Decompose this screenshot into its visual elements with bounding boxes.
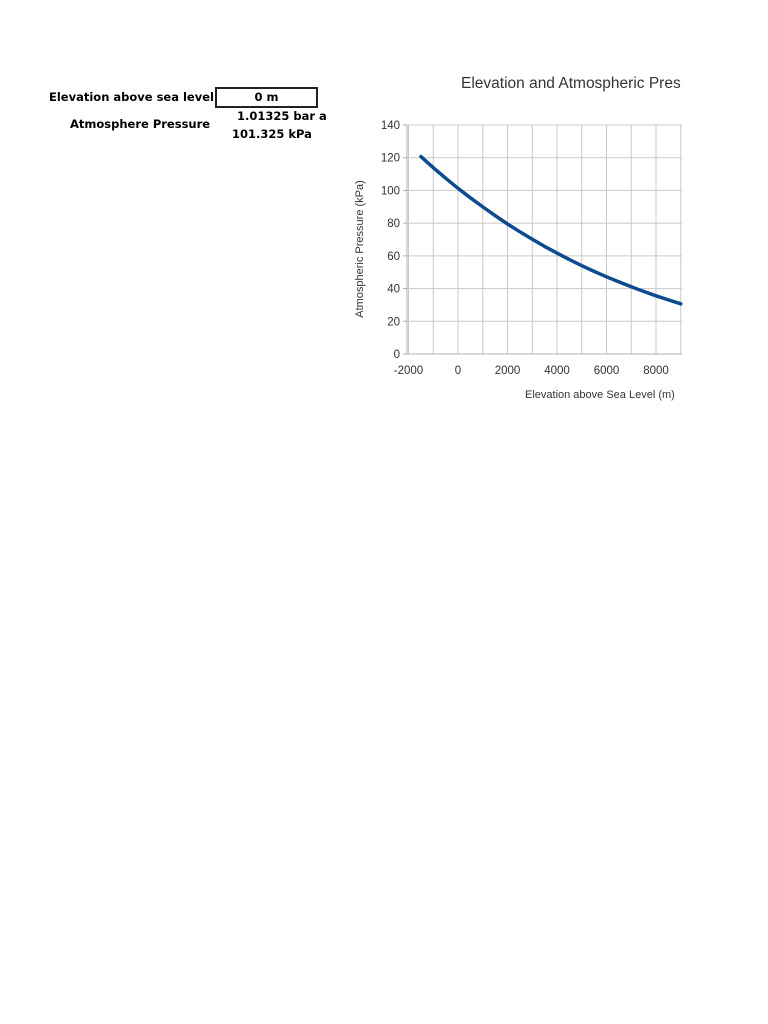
pressure-label: Atmosphere Pressure (70, 117, 211, 131)
y-tick-label: 60 (387, 251, 400, 263)
chart-series (419, 154, 683, 306)
y-axis-title: Atmospheric Pressure (kPa) (354, 180, 366, 318)
pressure-bar-value: 1.01325 bar a (237, 109, 327, 123)
elevation-label: Elevation above sea level (49, 90, 214, 104)
y-tick-label: 120 (381, 153, 400, 165)
y-tick-label: 20 (387, 316, 400, 328)
y-tick-label: 100 (381, 185, 400, 197)
chart-grid (406, 124, 682, 355)
pressure-chart: Elevation and Atmospheric Pres 0 20 40 60 80… (340, 60, 685, 410)
x-tick-label: 4000 (544, 365, 570, 377)
y-tick-label: 0 (394, 349, 400, 361)
x-axis-title: Elevation above Sea Level (m) (525, 389, 675, 401)
chart-svg: Elevation and Atmospheric Pres 0 20 40 60 80… (354, 75, 683, 401)
chart-ticks: 0 20 40 60 80 100 120 140 -2000 0 2000 4000 6000 8000 (381, 120, 669, 377)
x-tick-label: 8000 (643, 365, 669, 377)
elevation-input[interactable]: 0 m (215, 87, 318, 108)
x-tick-label: 2000 (495, 365, 521, 377)
series-line (419, 154, 683, 306)
y-tick-label: 40 (387, 284, 400, 296)
pressure-kpa-value: 101.325 kPa (232, 127, 312, 141)
y-tick-label: 80 (387, 218, 400, 230)
x-tick-label: 0 (455, 365, 461, 377)
chart-title: Elevation and Atmospheric Pres (461, 75, 681, 92)
x-tick-label: 6000 (594, 365, 620, 377)
x-tick-label: -2000 (394, 365, 423, 377)
y-tick-label: 140 (381, 120, 400, 132)
